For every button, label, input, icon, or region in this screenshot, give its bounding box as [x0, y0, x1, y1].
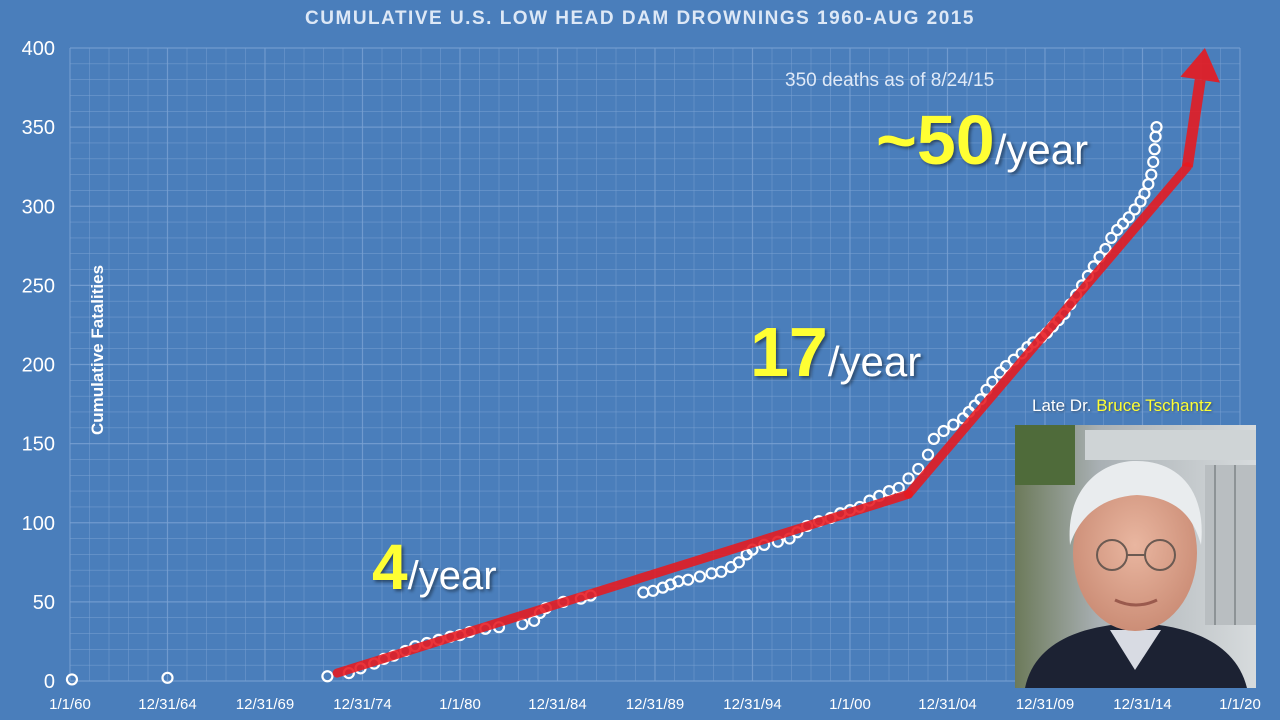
trend-arrow-head [1180, 48, 1221, 83]
x-tick-label: 12/31/14 [1113, 696, 1171, 713]
rate-number: 4 [372, 531, 408, 603]
rate-number: 17 [750, 313, 828, 391]
y-tick-label: 50 [33, 592, 55, 614]
x-tick-label: 12/31/09 [1016, 696, 1074, 713]
y-tick-label: 200 [22, 355, 55, 377]
x-tick-label: 1/1/60 [49, 696, 91, 713]
grid-lines [69, 47, 1241, 682]
data-point [321, 670, 334, 683]
data-point [65, 673, 79, 686]
caption-prefix: Late Dr. [1032, 396, 1092, 415]
data-point [937, 424, 950, 438]
x-tick-label: 12/31/69 [236, 696, 294, 713]
data-point [1105, 231, 1118, 244]
x-tick-label: 1/1/80 [439, 696, 481, 713]
y-axis-label: Cumulative Fatalities [88, 264, 107, 436]
data-point [1093, 250, 1106, 263]
data-point [902, 472, 915, 485]
x-tick-label: 1/1/00 [829, 696, 871, 713]
data-point [1145, 168, 1158, 181]
data-point [1122, 211, 1135, 224]
data-point [1147, 155, 1160, 169]
x-tick-label: 1/1/20 [1219, 696, 1261, 713]
trend-lines [332, 48, 1221, 678]
data-point [637, 586, 650, 599]
portrait-photo [1015, 425, 1256, 688]
data-point [947, 418, 960, 431]
data-point [705, 567, 718, 580]
y-tick-label: 300 [22, 196, 55, 218]
x-tick-label: 12/31/84 [528, 696, 586, 713]
data-point [161, 671, 174, 684]
y-tick-label: 350 [22, 117, 55, 139]
y-tick-label: 100 [22, 513, 55, 535]
y-tick-label: 250 [22, 275, 55, 297]
y-tick-labels: 0 50 100 150 200 250 300 350 400 [22, 38, 55, 693]
data-point [646, 584, 660, 597]
data-point [1128, 203, 1141, 216]
data-point [715, 565, 728, 578]
rate-unit: /year [407, 554, 497, 598]
y-tick-label: 0 [44, 671, 55, 693]
x-tick-label: 12/31/94 [723, 696, 781, 713]
x-tick-label: 12/31/89 [626, 696, 684, 713]
data-point [986, 375, 999, 389]
chart-title: CUMULATIVE U.S. LOW HEAD DAM DROWNINGS 1… [305, 8, 975, 29]
trend-line [332, 489, 913, 678]
data-point [732, 556, 745, 569]
deaths-annotation: 350 deaths as of 8/24/15 [785, 70, 995, 91]
x-tick-labels: 1/1/60 12/31/64 12/31/69 12/31/74 1/1/80 12/3… [49, 696, 1261, 713]
x-tick-label: 12/31/64 [138, 696, 196, 713]
data-point [682, 573, 695, 586]
rate-unit: /year [994, 126, 1089, 173]
data-point [1150, 121, 1163, 134]
rate-number: ~50 [876, 101, 995, 179]
data-point [927, 432, 940, 445]
data-point [999, 359, 1013, 373]
y-tick-label: 400 [22, 38, 55, 60]
photo-caption: Late Dr. Bruce Tschantz [1032, 396, 1212, 416]
data-point [1111, 223, 1124, 237]
data-point [1099, 242, 1112, 256]
x-tick-label: 12/31/04 [918, 696, 976, 713]
data-point [921, 448, 935, 461]
x-tick-label: 12/31/74 [333, 696, 391, 713]
data-point [693, 570, 706, 583]
y-tick-label: 150 [22, 434, 55, 456]
data-point [1148, 143, 1161, 156]
rate-label-17-per-year: 17/year [750, 312, 921, 392]
caption-name: Bruce Tschantz [1096, 396, 1213, 415]
rate-label-50-per-year: ~50/year [876, 100, 1088, 180]
data-point [892, 481, 905, 495]
rate-label-4-per-year: 4/year [372, 530, 497, 604]
trend-line [904, 162, 1192, 499]
data-point [912, 462, 925, 476]
trend-arrow-shaft [1181, 78, 1206, 168]
rate-unit: /year [827, 338, 922, 385]
